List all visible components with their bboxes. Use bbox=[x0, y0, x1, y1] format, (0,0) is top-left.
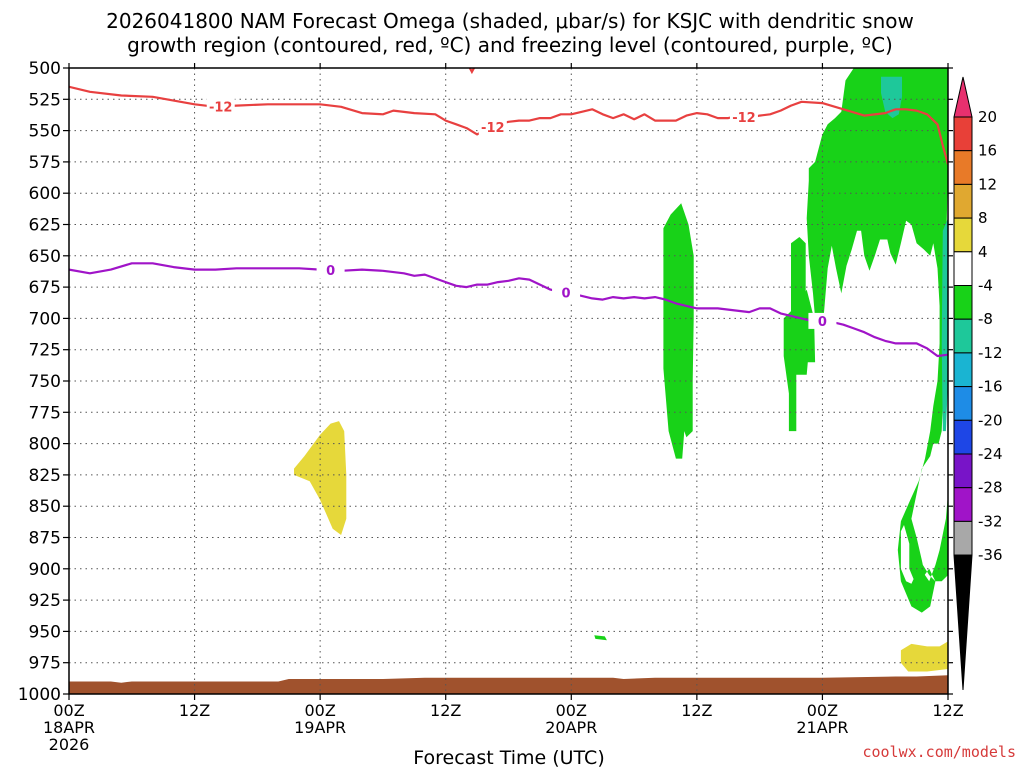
x-tick-label-24: 00Z bbox=[304, 701, 335, 720]
x-tick-label-60: 12Z bbox=[681, 701, 712, 720]
contour-stub bbox=[468, 68, 475, 75]
y-tick-label-875: 875 bbox=[29, 529, 61, 549]
y-tick-label-925: 925 bbox=[29, 591, 61, 611]
colorbar-label-11: -28 bbox=[978, 479, 1003, 497]
contour-label-0-2: -12 bbox=[732, 111, 756, 126]
colorbar-bin-13 bbox=[953, 520, 973, 556]
y-tick-label-650: 650 bbox=[29, 247, 61, 267]
contour-label-bg-1-2 bbox=[808, 312, 837, 329]
omega-shade-0 bbox=[294, 421, 347, 535]
x-tick-date-24: 19APR bbox=[294, 718, 346, 737]
omega-shade-2 bbox=[663, 203, 694, 459]
y-tick-label-750: 750 bbox=[29, 372, 61, 392]
omega-shade-cyan-edge bbox=[941, 218, 948, 432]
x-tick-label-48: 00Z bbox=[556, 701, 587, 720]
x-tick-label-72: 00Z bbox=[807, 701, 838, 720]
colorbar-bin-8 bbox=[953, 352, 973, 388]
terrain-band bbox=[69, 675, 948, 694]
y-tick-label-975: 975 bbox=[29, 654, 61, 674]
colorbar-bin-5 bbox=[953, 251, 973, 287]
colorbar-bin-1 bbox=[953, 116, 973, 152]
y-tick-label-850: 850 bbox=[29, 497, 61, 517]
y-tick-label-700: 700 bbox=[29, 309, 61, 329]
y-tick-label-525: 525 bbox=[29, 90, 61, 110]
x-axis-title: Forecast Time (UTC) bbox=[413, 747, 604, 768]
colorbar-label-13: -36 bbox=[978, 546, 1003, 564]
colorbar-label-8: -16 bbox=[978, 378, 1003, 396]
colorbar-bin-12 bbox=[953, 487, 973, 522]
contour-label-1-1: 0 bbox=[562, 287, 571, 302]
pressure-axis: 500 525 550 575 600 625 650 675 700 725 750 775 800 8… bbox=[18, 59, 953, 705]
y-tick-label-500: 500 bbox=[29, 59, 61, 79]
colorbar-bin-9 bbox=[953, 386, 973, 421]
colorbar-label-12: -32 bbox=[978, 512, 1003, 530]
y-tick-label-900: 900 bbox=[29, 560, 61, 580]
y-tick-label-800: 800 bbox=[29, 435, 61, 455]
x-tick-label-84: 12Z bbox=[932, 701, 963, 720]
colorbar-label-3: 8 bbox=[978, 209, 988, 227]
colorbar-top-arrow bbox=[953, 76, 973, 118]
y-tick-label-725: 725 bbox=[29, 341, 61, 361]
contour-line-0 bbox=[69, 85, 948, 165]
omega-shade-3 bbox=[783, 289, 816, 432]
colorbar-label-1: 16 bbox=[978, 142, 997, 160]
contour-lines: -12 -12 -12 0 0 0 bbox=[69, 68, 948, 358]
x-tick-label-12: 12Z bbox=[179, 701, 210, 720]
y-tick-label-550: 550 bbox=[29, 122, 61, 142]
omega-shade-1 bbox=[900, 641, 948, 672]
colorbar-bin-6 bbox=[953, 285, 973, 320]
y-tick-label-775: 775 bbox=[29, 403, 61, 423]
colorbar-label-6: -8 bbox=[978, 310, 993, 328]
omega-shade-5 bbox=[806, 68, 948, 613]
colorbar-label-5: -4 bbox=[978, 277, 993, 295]
credit-text: coolwx.com/models bbox=[862, 743, 1016, 761]
colorbar-bin-3 bbox=[953, 183, 973, 219]
omega-shade-small bbox=[594, 635, 607, 641]
x-tick-label-36: 12Z bbox=[430, 701, 461, 720]
omega-shade-4 bbox=[791, 237, 806, 319]
colorbar-bin-11 bbox=[953, 453, 973, 489]
contour-label-1-0: 0 bbox=[326, 264, 335, 279]
colorbar: 20 16 12 8 4 -4 -8 -12 -16 -20 -24 -28 -32 -36 bbox=[953, 76, 1003, 691]
colorbar-label-0: 20 bbox=[978, 108, 997, 126]
contour-label-bg-1-0 bbox=[316, 262, 345, 279]
contour-label-bg-0-2 bbox=[729, 108, 758, 125]
colorbar-bottom-arrow bbox=[953, 554, 973, 691]
colorbar-label-7: -12 bbox=[978, 344, 1003, 362]
y-tick-label-825: 825 bbox=[29, 466, 61, 486]
colorbar-bin-7 bbox=[953, 318, 973, 354]
plot-area bbox=[69, 68, 948, 694]
x-tick-year-0: 2026 bbox=[49, 735, 90, 754]
contour-label-bg-0-0 bbox=[206, 98, 235, 115]
y-tick-label-575: 575 bbox=[29, 153, 61, 173]
y-tick-label-600: 600 bbox=[29, 184, 61, 204]
y-tick-label-1000: 1000 bbox=[18, 685, 61, 705]
x-tick-date-0: 18APR bbox=[43, 718, 95, 737]
colorbar-bin-4 bbox=[953, 217, 973, 253]
colorbar-bin-10 bbox=[953, 419, 973, 455]
x-tick-label-0: 00Z bbox=[53, 701, 84, 720]
colorbar-bin-2 bbox=[953, 150, 973, 185]
omega-shade-cyan bbox=[881, 76, 902, 119]
x-tick-date-48: 20APR bbox=[545, 718, 597, 737]
contour-label-1-2: 0 bbox=[818, 315, 827, 330]
chart-title-line1: 2026041800 NAM Forecast Omega (shaded, μ… bbox=[106, 9, 914, 33]
colorbar-label-2: 12 bbox=[978, 175, 997, 193]
chart-title-line2: growth region (contoured, red, ºC) and f… bbox=[127, 33, 893, 57]
contour-label-0-1: -12 bbox=[481, 121, 505, 136]
contour-label-0-0: -12 bbox=[209, 100, 233, 115]
contour-label-bg-1-1 bbox=[552, 284, 581, 301]
y-tick-label-675: 675 bbox=[29, 278, 61, 298]
colorbar-label-4: 4 bbox=[978, 243, 988, 261]
x-tick-date-72: 21APR bbox=[796, 718, 848, 737]
y-tick-label-950: 950 bbox=[29, 622, 61, 642]
y-tick-label-625: 625 bbox=[29, 216, 61, 236]
contour-label-bg-0-1 bbox=[478, 118, 507, 135]
colorbar-label-9: -20 bbox=[978, 411, 1003, 429]
colorbar-label-10: -24 bbox=[978, 445, 1003, 463]
